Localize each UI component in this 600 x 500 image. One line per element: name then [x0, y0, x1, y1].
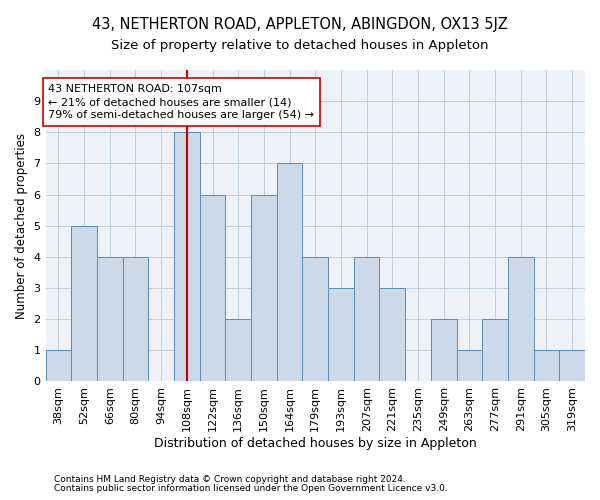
Bar [97, 257, 122, 382]
X-axis label: Distribution of detached houses by size in Appleton: Distribution of detached houses by size … [154, 437, 476, 450]
Bar [251, 194, 277, 382]
Bar [328, 288, 354, 382]
Bar [71, 226, 97, 382]
Bar [457, 350, 482, 382]
Text: Contains public sector information licensed under the Open Government Licence v3: Contains public sector information licen… [54, 484, 448, 493]
Bar [302, 257, 328, 382]
Bar [533, 350, 559, 382]
Text: Size of property relative to detached houses in Appleton: Size of property relative to detached ho… [111, 39, 489, 52]
Text: 43, NETHERTON ROAD, APPLETON, ABINGDON, OX13 5JZ: 43, NETHERTON ROAD, APPLETON, ABINGDON, … [92, 18, 508, 32]
Y-axis label: Number of detached properties: Number of detached properties [15, 132, 28, 318]
Bar [379, 288, 405, 382]
Bar [482, 319, 508, 382]
Text: 43 NETHERTON ROAD: 107sqm
← 21% of detached houses are smaller (14)
79% of semi-: 43 NETHERTON ROAD: 107sqm ← 21% of detac… [48, 84, 314, 120]
Bar [200, 194, 226, 382]
Text: Contains HM Land Registry data © Crown copyright and database right 2024.: Contains HM Land Registry data © Crown c… [54, 475, 406, 484]
Bar [431, 319, 457, 382]
Bar [226, 319, 251, 382]
Bar [508, 257, 533, 382]
Bar [559, 350, 585, 382]
Bar [122, 257, 148, 382]
Bar [174, 132, 200, 382]
Bar [277, 164, 302, 382]
Bar [46, 350, 71, 382]
Bar [354, 257, 379, 382]
